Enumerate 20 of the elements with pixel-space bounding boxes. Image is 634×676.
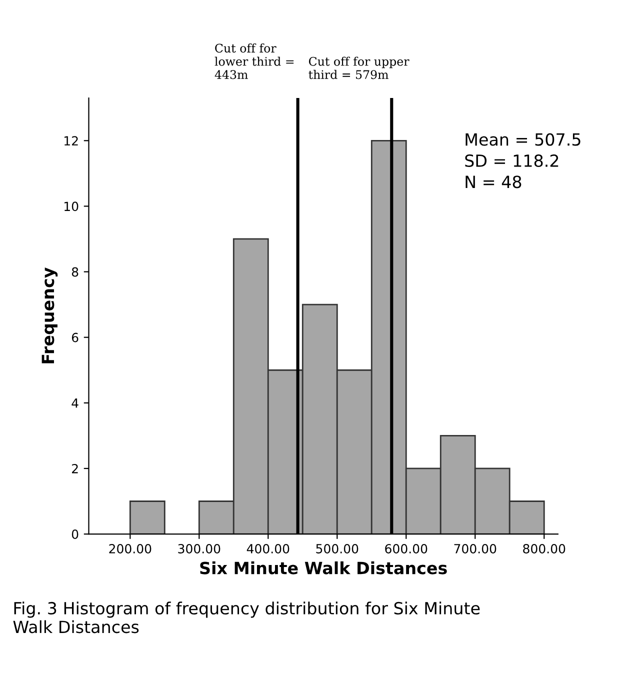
caption: Fig. 3 Histogram of frequency distribution for Six Minute Walk Distances — [13, 602, 480, 634]
x-tick-label: 400.00 — [246, 544, 290, 554]
x-tick-label: 600.00 — [385, 544, 428, 554]
x-tick-label: 300.00 — [178, 544, 220, 554]
y-tick-label: 8 — [72, 267, 78, 277]
x-tick-label: 500.00 — [316, 544, 358, 554]
y-tick-label: 10 — [64, 202, 78, 212]
y-tick-label: 4 — [72, 398, 78, 408]
y-tick-label: 6 — [72, 332, 78, 342]
y-axis-title: Frequency — [42, 268, 58, 364]
x-axis-title: Six Minute Walk Distances — [200, 561, 447, 574]
ref-line-label: Cut off for upper third = 579m — [308, 56, 410, 80]
annotation: Mean = 507.5 SD = 118.2 N = 48 — [465, 133, 580, 188]
x-tick-label: 200.00 — [109, 544, 152, 554]
x-tick-label: 800.00 — [523, 544, 566, 554]
x-tick-label: 700.00 — [454, 544, 496, 554]
y-tick-label: 0 — [72, 530, 78, 539]
y-tick-label: 12 — [64, 136, 78, 146]
y-tick-label: 2 — [72, 464, 78, 474]
ref-line-label: Cut off for lower third = 443m — [214, 43, 294, 80]
